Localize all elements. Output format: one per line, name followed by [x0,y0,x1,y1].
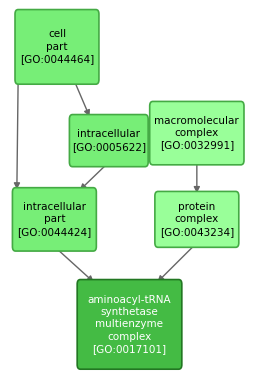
Text: intracellular
part
[GO:0044424]: intracellular part [GO:0044424] [17,202,91,237]
FancyBboxPatch shape [150,102,244,165]
Text: cell
part
[GO:0044464]: cell part [GO:0044464] [20,30,94,64]
Text: intracellular
[GO:0005622]: intracellular [GO:0005622] [72,129,146,152]
Text: aminoacyl-tRNA
synthetase
multienzyme
complex
[GO:0017101]: aminoacyl-tRNA synthetase multienzyme co… [88,295,171,354]
FancyBboxPatch shape [12,188,96,251]
FancyBboxPatch shape [69,115,148,166]
Text: macromolecular
complex
[GO:0032991]: macromolecular complex [GO:0032991] [154,116,239,150]
FancyBboxPatch shape [77,280,182,369]
FancyBboxPatch shape [15,10,99,84]
FancyBboxPatch shape [155,192,239,248]
Text: protein
complex
[GO:0043234]: protein complex [GO:0043234] [160,202,234,237]
